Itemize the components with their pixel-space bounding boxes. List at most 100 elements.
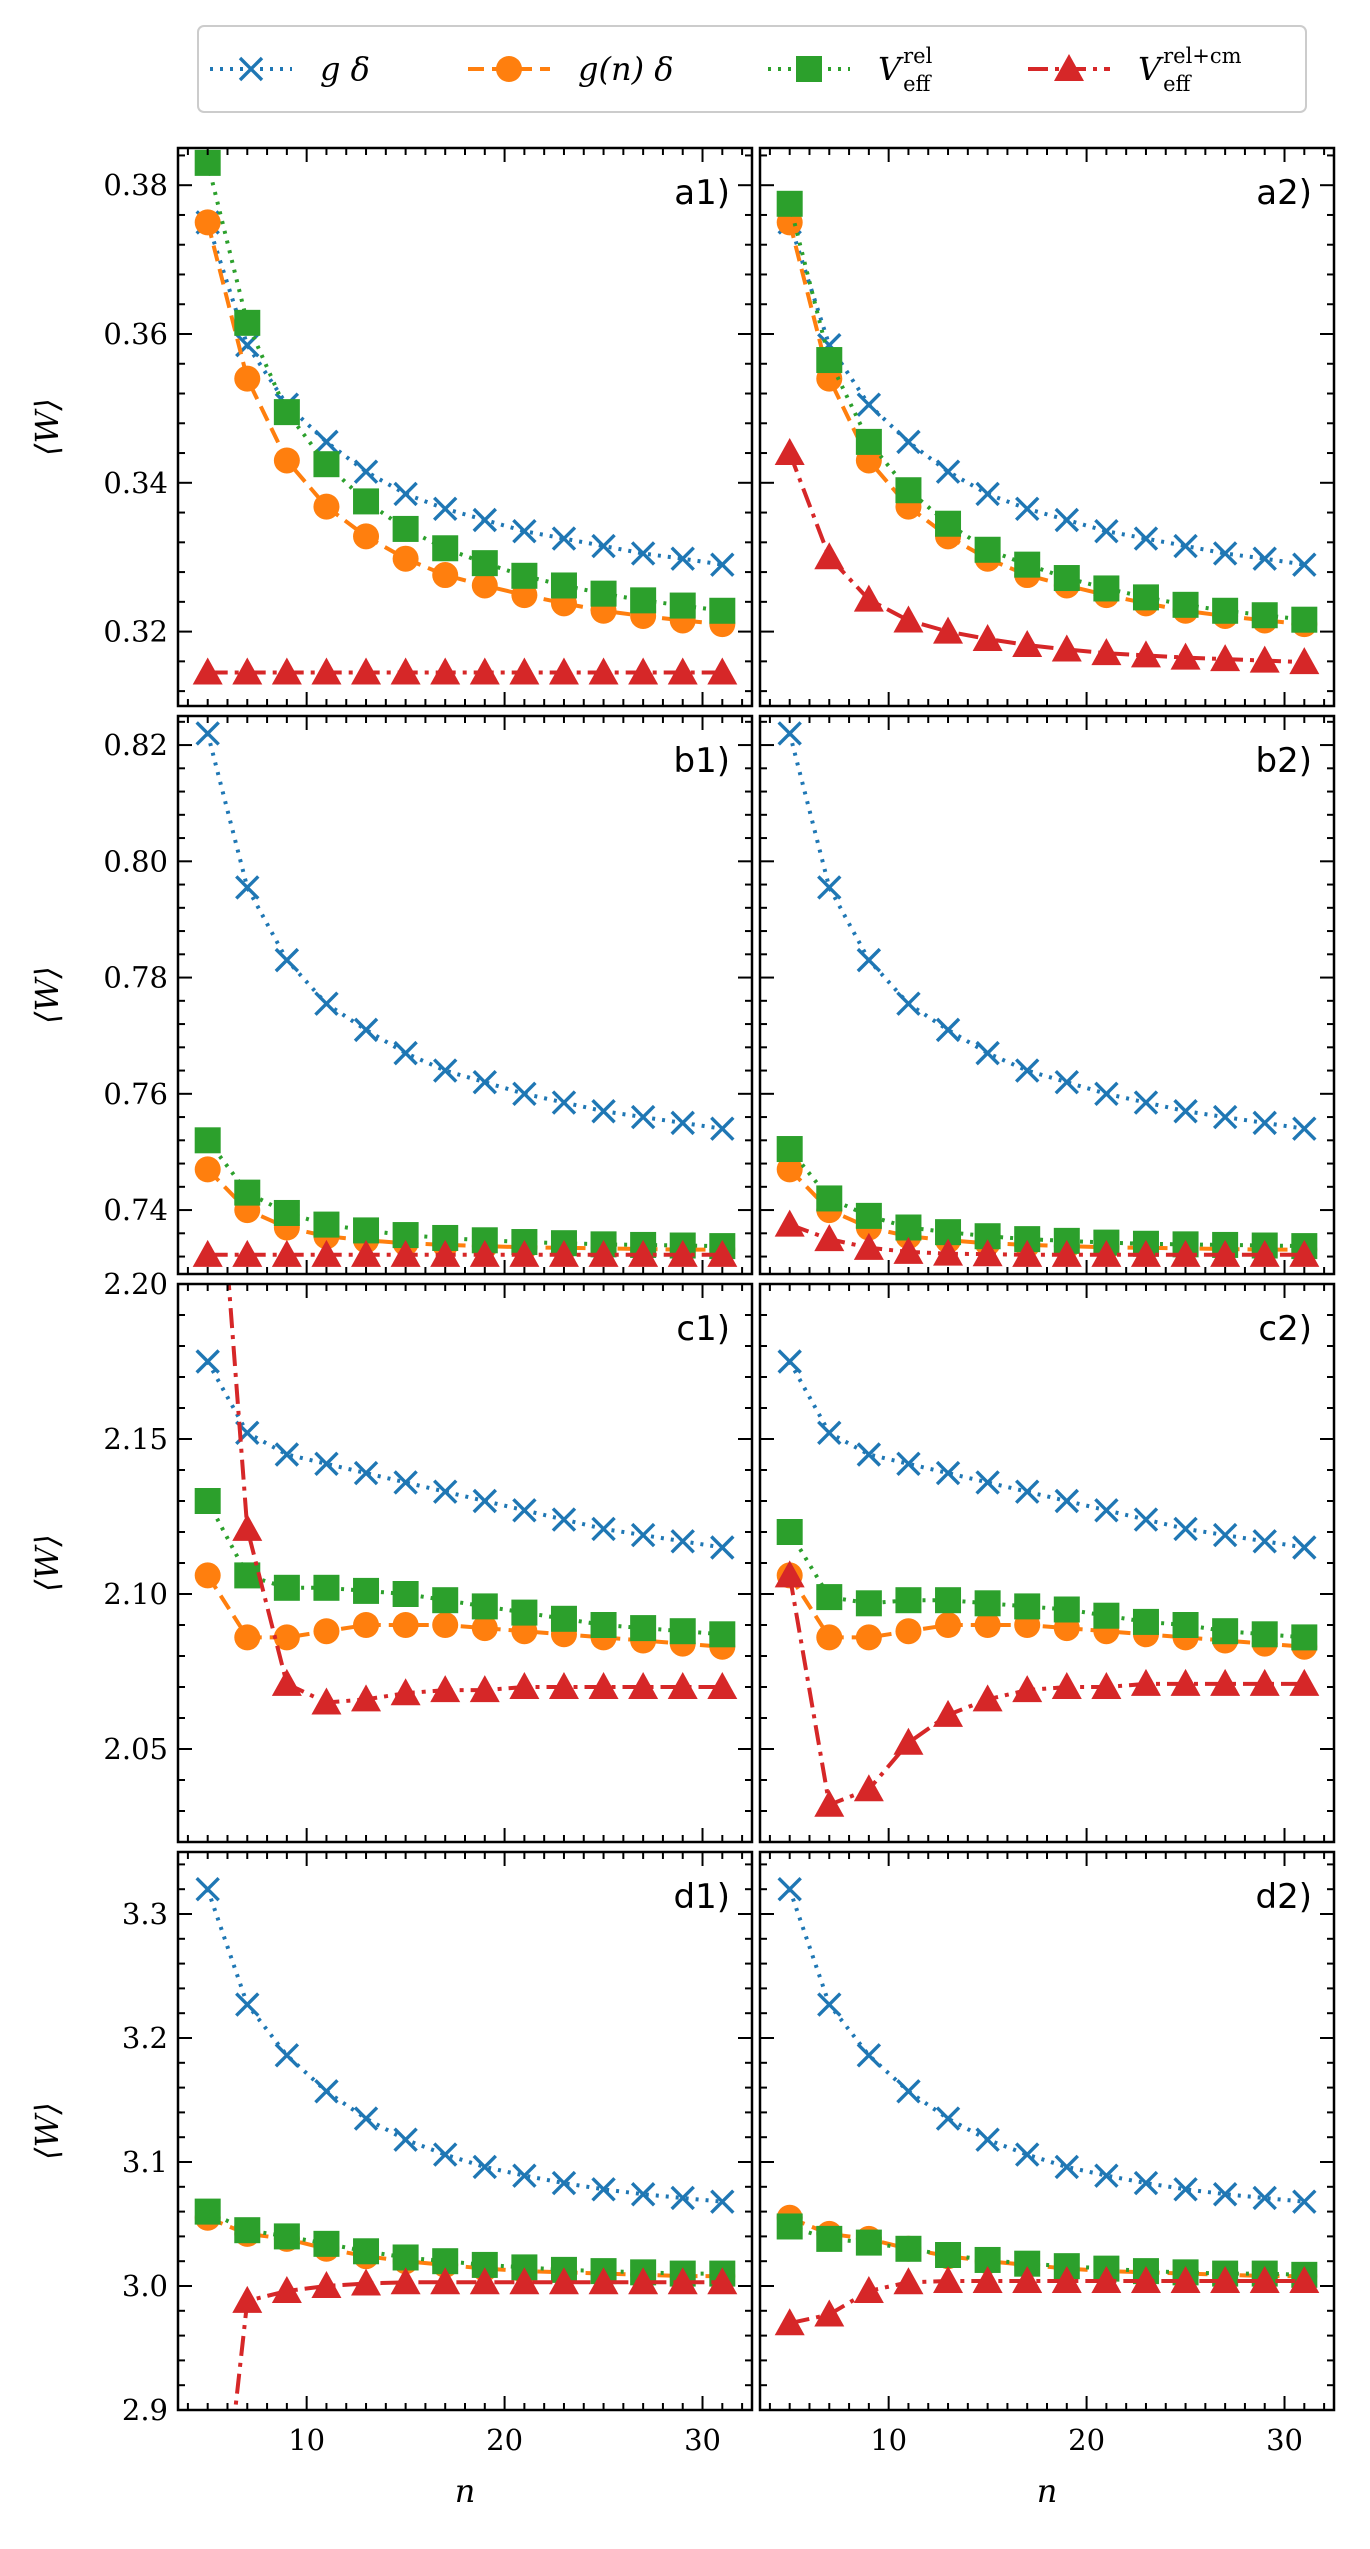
data-point-g_n_delta — [194, 1562, 221, 1589]
data-point-veff_relcm — [628, 1672, 659, 1699]
data-point-veff_rel — [1251, 1621, 1278, 1648]
series-line-veff_rel — [205, 1500, 723, 1637]
data-point-g_delta — [512, 1498, 537, 1523]
data-point-veff_relcm — [774, 1209, 805, 1237]
data-point-veff_relcm — [1289, 2266, 1320, 2294]
panel-frame — [176, 1850, 754, 2412]
data-point-g_delta — [591, 2177, 616, 2202]
data-point-g_delta — [710, 1116, 735, 1141]
legend-marker-icon — [238, 56, 264, 82]
data-point-veff_rel — [1014, 1593, 1041, 1620]
data-point-g_n_delta — [313, 1618, 340, 1645]
data-point-veff_rel — [709, 1621, 736, 1648]
data-point-g_n_delta — [816, 1624, 843, 1651]
data-point-veff_relcm — [707, 1672, 738, 1699]
data-point-g_delta — [856, 392, 882, 417]
data-point-veff_relcm — [853, 1774, 884, 1802]
data-point-veff_relcm — [193, 990, 223, 1017]
data-point-g_delta — [1054, 1488, 1079, 1514]
data-point-veff_rel — [432, 535, 459, 562]
legend-label: V — [1138, 50, 1164, 88]
data-point-veff_rel — [816, 2225, 843, 2252]
data-point-g_n_delta — [471, 572, 498, 599]
data-point-veff_rel — [590, 580, 617, 607]
data-point-veff_rel — [234, 1179, 261, 1206]
data-point-veff_relcm — [1170, 1668, 1201, 1696]
data-point-g_delta — [975, 481, 1000, 507]
data-point-g_delta — [1173, 2177, 1198, 2202]
data-point-g_delta — [433, 2142, 458, 2167]
data-point-g_delta — [235, 875, 260, 900]
panel-label: c1) — [676, 1309, 730, 1349]
panel-frame — [758, 1282, 1336, 1844]
data-point-veff_rel — [1132, 584, 1159, 611]
data-point-veff_relcm — [588, 2267, 619, 2295]
x-tick-label: 30 — [1266, 2423, 1303, 2457]
panel-grid: 0.32 0.34 0.36 0.38 ⟨W⟩ a1) a2) 0.74 0.76 0.78 0.8… — [28, 146, 1336, 2510]
data-point-g_delta — [274, 1442, 300, 1467]
data-point-veff_relcm — [1170, 1239, 1201, 1267]
data-point-veff_relcm — [469, 2267, 500, 2295]
data-point-veff_rel — [1014, 551, 1041, 578]
data-point-g_delta — [551, 1507, 577, 1532]
data-point-veff_relcm — [1170, 642, 1201, 670]
data-point-g_delta — [1252, 546, 1277, 571]
series-group — [192, 149, 738, 685]
data-point-g_delta — [975, 1470, 1000, 1495]
data-point-g_delta — [1212, 1104, 1238, 1130]
data-point-g_delta — [1094, 1081, 1119, 1107]
data-point-veff_relcm — [351, 1684, 382, 1712]
data-point-veff_relcm — [893, 605, 924, 633]
y-axis-label: ⟨W⟩ — [28, 966, 66, 1024]
data-point-g_delta — [935, 1017, 961, 1043]
series-line-g_delta — [205, 221, 723, 567]
data-point-g_delta — [1094, 1498, 1119, 1523]
y-axis-label: ⟨W⟩ — [28, 2102, 66, 2160]
data-point-g_delta — [274, 947, 300, 973]
data-point-veff_rel — [234, 309, 261, 336]
data-point-veff_rel — [935, 510, 962, 537]
legend-label: g(n) δ — [578, 50, 674, 88]
data-point-g_delta — [472, 507, 497, 533]
data-point-g_delta — [512, 518, 537, 544]
series-line-g_n_delta — [205, 221, 723, 627]
y-tick-label: 3.1 — [122, 2145, 168, 2179]
data-point-g_delta — [551, 526, 577, 551]
panel-a1: 0.32 0.34 0.36 0.38 ⟨W⟩ a1) — [28, 146, 754, 708]
data-point-veff_relcm — [271, 1668, 302, 1696]
data-point-g_delta — [314, 991, 339, 1016]
data-point-veff_rel — [709, 597, 736, 624]
data-point-g_delta — [896, 991, 921, 1016]
data-point-g_delta — [1173, 533, 1198, 559]
data-point-veff_relcm — [588, 657, 619, 685]
series-group — [193, 990, 738, 1715]
data-point-veff_relcm — [1130, 1239, 1161, 1267]
data-point-g_delta — [1212, 541, 1238, 566]
data-point-veff_relcm — [933, 1699, 964, 1727]
data-point-g_delta — [896, 2079, 921, 2104]
data-point-veff_relcm — [430, 2267, 461, 2295]
data-point-veff_relcm — [1130, 2266, 1161, 2294]
panel-frame — [758, 1850, 1336, 2412]
legend-entry-g_delta: g δ — [210, 50, 370, 88]
data-point-veff_rel — [353, 1577, 380, 1604]
data-point-g_delta — [1173, 1099, 1198, 1124]
data-point-veff_relcm — [1249, 2266, 1280, 2294]
data-point-veff_relcm — [192, 1239, 223, 1267]
data-point-g_delta — [670, 546, 695, 571]
data-point-g_delta — [195, 1349, 220, 1374]
data-point-veff_relcm — [430, 1239, 461, 1267]
series-line-g_delta — [787, 732, 1305, 1131]
data-point-veff_rel — [855, 1202, 882, 1229]
data-point-g_delta — [472, 2154, 497, 2180]
data-point-veff_relcm — [1051, 1239, 1082, 1267]
y-axis-label: ⟨W⟩ — [28, 398, 66, 456]
data-point-g_delta — [1133, 1507, 1159, 1532]
y-tick-label: 2.20 — [103, 1267, 168, 1301]
data-point-g_delta — [393, 1470, 418, 1495]
data-point-veff_relcm — [509, 657, 540, 685]
data-point-veff_rel — [776, 2213, 803, 2240]
data-point-veff_relcm — [853, 2275, 884, 2303]
data-point-g_delta — [472, 1488, 497, 1514]
data-point-veff_relcm — [509, 2267, 540, 2295]
